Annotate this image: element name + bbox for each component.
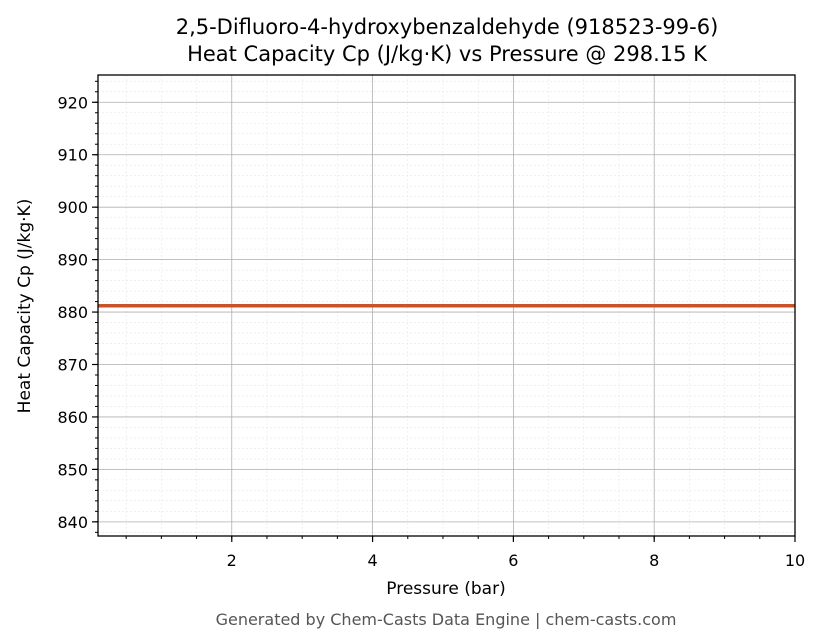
y-tick-label: 880 — [57, 303, 88, 322]
chart-title: 2,5-Difluoro-4-hydroxybenzaldehyde (9185… — [176, 15, 719, 39]
x-tick-label: 2 — [227, 551, 237, 570]
y-tick-label: 850 — [57, 460, 88, 479]
plot-frame — [97, 74, 796, 537]
y-tick-label: 870 — [57, 356, 88, 375]
y-tick-label: 910 — [57, 146, 88, 165]
chart-subtitle: Heat Capacity Cp (J/kg·K) vs Pressure @ … — [187, 42, 708, 66]
major-grid — [98, 75, 796, 536]
footer-credit: Generated by Chem-Casts Data Engine | ch… — [216, 610, 677, 629]
y-tick-label: 860 — [57, 408, 88, 427]
y-tick-label: 900 — [57, 198, 88, 217]
y-axis-ticks: 840 850 860 870 880 890 900 910 920 — [57, 80, 98, 533]
y-axis-label: Heat Capacity Cp (J/kg·K) — [15, 199, 35, 414]
y-tick-label: 920 — [57, 93, 88, 112]
x-tick-label: 10 — [785, 551, 805, 570]
x-axis-label: Pressure (bar) — [386, 579, 505, 599]
y-tick-label: 840 — [57, 513, 88, 532]
x-axis-ticks: 2 4 6 8 10 — [125, 536, 805, 570]
x-tick-label: 8 — [649, 551, 659, 570]
y-tick-label: 890 — [57, 251, 88, 270]
x-tick-label: 4 — [367, 551, 377, 570]
x-tick-label: 6 — [508, 551, 518, 570]
